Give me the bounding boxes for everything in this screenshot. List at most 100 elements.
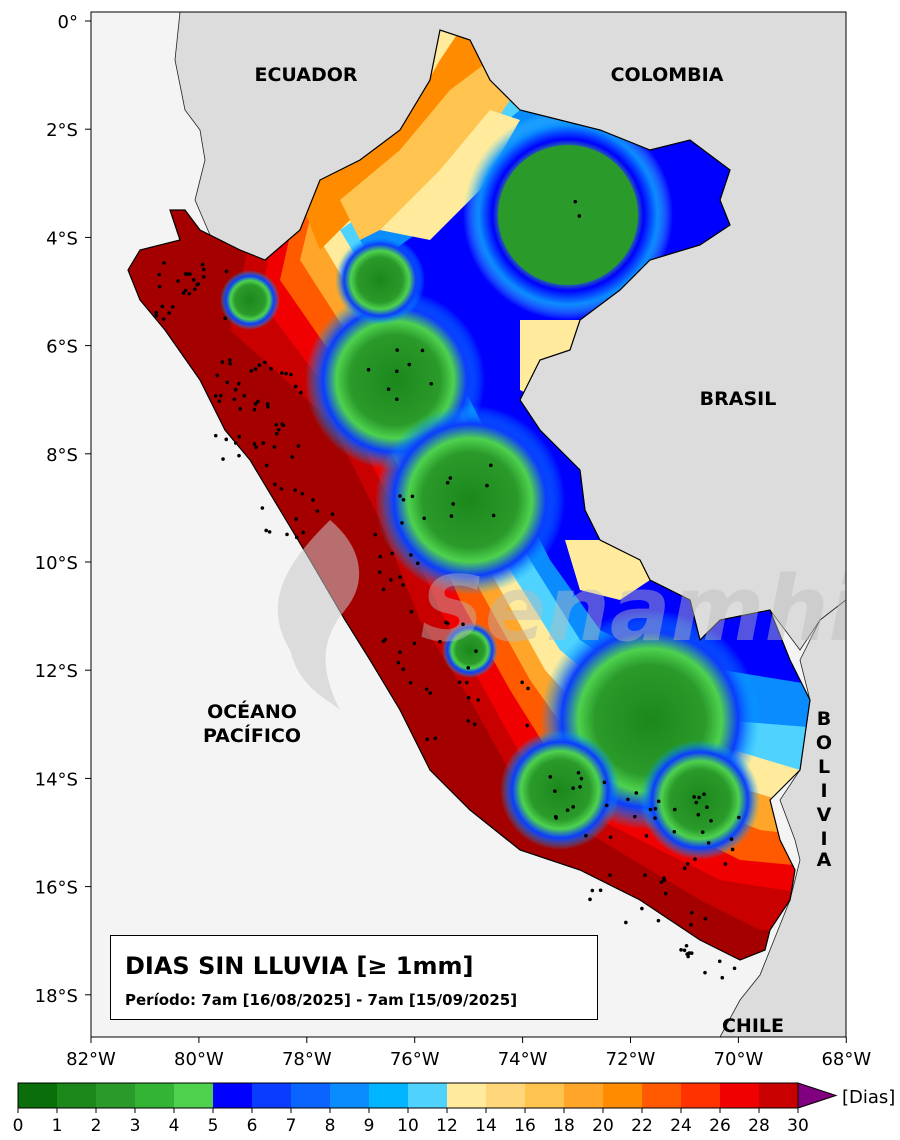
station-dot: [408, 680, 413, 685]
colorbar-swatch: [525, 1083, 565, 1108]
station-dot: [571, 805, 575, 809]
station-dot: [602, 780, 607, 785]
station-dot: [280, 422, 285, 426]
colorbar-tick-label: 22: [631, 1116, 653, 1136]
station-dot: [409, 609, 414, 614]
station-dot: [438, 639, 442, 644]
station-dot: [213, 433, 218, 438]
colorbar-swatch: [564, 1083, 604, 1108]
station-dot: [238, 407, 242, 411]
station-dot: [424, 687, 429, 692]
colorbar-tick-label: 14: [475, 1116, 497, 1136]
station-dot: [196, 282, 201, 286]
station-dot: [201, 267, 206, 272]
station-dot: [679, 948, 683, 952]
station-dot: [703, 916, 708, 921]
bolivia-letter: A: [817, 849, 832, 871]
station-dot: [474, 649, 478, 653]
station-dot: [396, 660, 401, 665]
station-dot: [640, 906, 644, 911]
map-frame: [90, 11, 847, 1038]
station-dot: [299, 390, 303, 395]
station-dot: [401, 667, 406, 671]
station-dot: [466, 665, 471, 670]
station-dot: [293, 384, 298, 389]
station-dot: [485, 483, 489, 488]
station-dot: [696, 812, 701, 817]
station-dot: [520, 680, 524, 685]
station-dot: [565, 808, 570, 813]
station-dot: [264, 463, 269, 468]
station-dot: [644, 834, 649, 838]
station-dot: [272, 445, 277, 449]
station-dot: [187, 291, 192, 296]
station-dot: [228, 361, 232, 366]
colorbar-swatch: [174, 1083, 214, 1108]
lat-tick-label: 16°S: [35, 878, 78, 899]
colorbar-tick-label: 8: [325, 1116, 336, 1136]
station-dot: [276, 427, 281, 432]
colorbar-swatch: [57, 1083, 97, 1108]
station-dot: [577, 214, 582, 218]
station-dot: [578, 785, 582, 789]
colorbar-swatch: [408, 1083, 448, 1108]
station-dot: [223, 316, 227, 320]
station-dot: [224, 437, 229, 442]
lon-tick-label: 80°W: [174, 1049, 224, 1070]
station-dot: [154, 310, 159, 315]
colorbar-tick-label: 5: [208, 1116, 219, 1136]
station-dot: [409, 553, 413, 557]
station-dot: [220, 360, 225, 364]
station-dot: [720, 975, 725, 980]
station-dot: [571, 786, 575, 791]
station-dot: [709, 818, 713, 823]
station-dot: [461, 622, 465, 627]
station-dot: [608, 835, 613, 839]
station-dot: [373, 532, 378, 537]
station-dot: [689, 951, 694, 955]
station-dot: [412, 641, 417, 646]
station-dot: [687, 951, 691, 955]
station-dot: [576, 770, 581, 775]
station-dot: [717, 959, 722, 964]
station-dot: [390, 551, 394, 556]
station-dot: [395, 369, 399, 374]
station-dot: [284, 371, 288, 376]
map-area: Senamhi ECUADOR COLOMBIA BRASIL CHILE OC…: [91, 12, 846, 1037]
lon-tick-label: 74°W: [498, 1049, 548, 1070]
colorbar-tick-label: 16: [514, 1116, 536, 1136]
station-dot: [626, 797, 630, 802]
station-dot: [433, 736, 438, 741]
station-dot: [273, 482, 277, 487]
station-dot: [653, 806, 658, 811]
station-dot: [465, 680, 469, 685]
station-dot: [737, 815, 741, 820]
station-dot: [554, 814, 558, 819]
station-dot: [449, 514, 454, 518]
station-dot: [218, 393, 223, 398]
colorbar-swatch: [720, 1083, 760, 1108]
station-dot: [604, 803, 609, 808]
colorbar-swatch: [486, 1083, 526, 1108]
station-dot: [233, 387, 238, 392]
station-dot: [266, 405, 270, 409]
station-dot: [237, 453, 241, 458]
station-dot: [311, 498, 315, 502]
peru-field: [128, 30, 810, 960]
station-dot: [702, 792, 706, 797]
station-dot: [706, 841, 711, 845]
station-dot: [263, 360, 267, 365]
station-dot: [378, 570, 382, 574]
label-chile: CHILE: [722, 1015, 784, 1037]
station-dot: [525, 723, 530, 728]
colorbar-tick-label: 4: [169, 1116, 180, 1136]
lat-tick-label: 14°S: [35, 769, 78, 790]
station-dot: [690, 910, 694, 915]
station-dot: [280, 371, 284, 375]
station-dot: [573, 199, 578, 204]
colorbar-swatch: [330, 1083, 370, 1108]
station-dot: [167, 311, 171, 315]
station-dot: [489, 463, 493, 468]
colorbar-tick-label: 20: [592, 1116, 614, 1136]
station-dot: [257, 363, 262, 368]
